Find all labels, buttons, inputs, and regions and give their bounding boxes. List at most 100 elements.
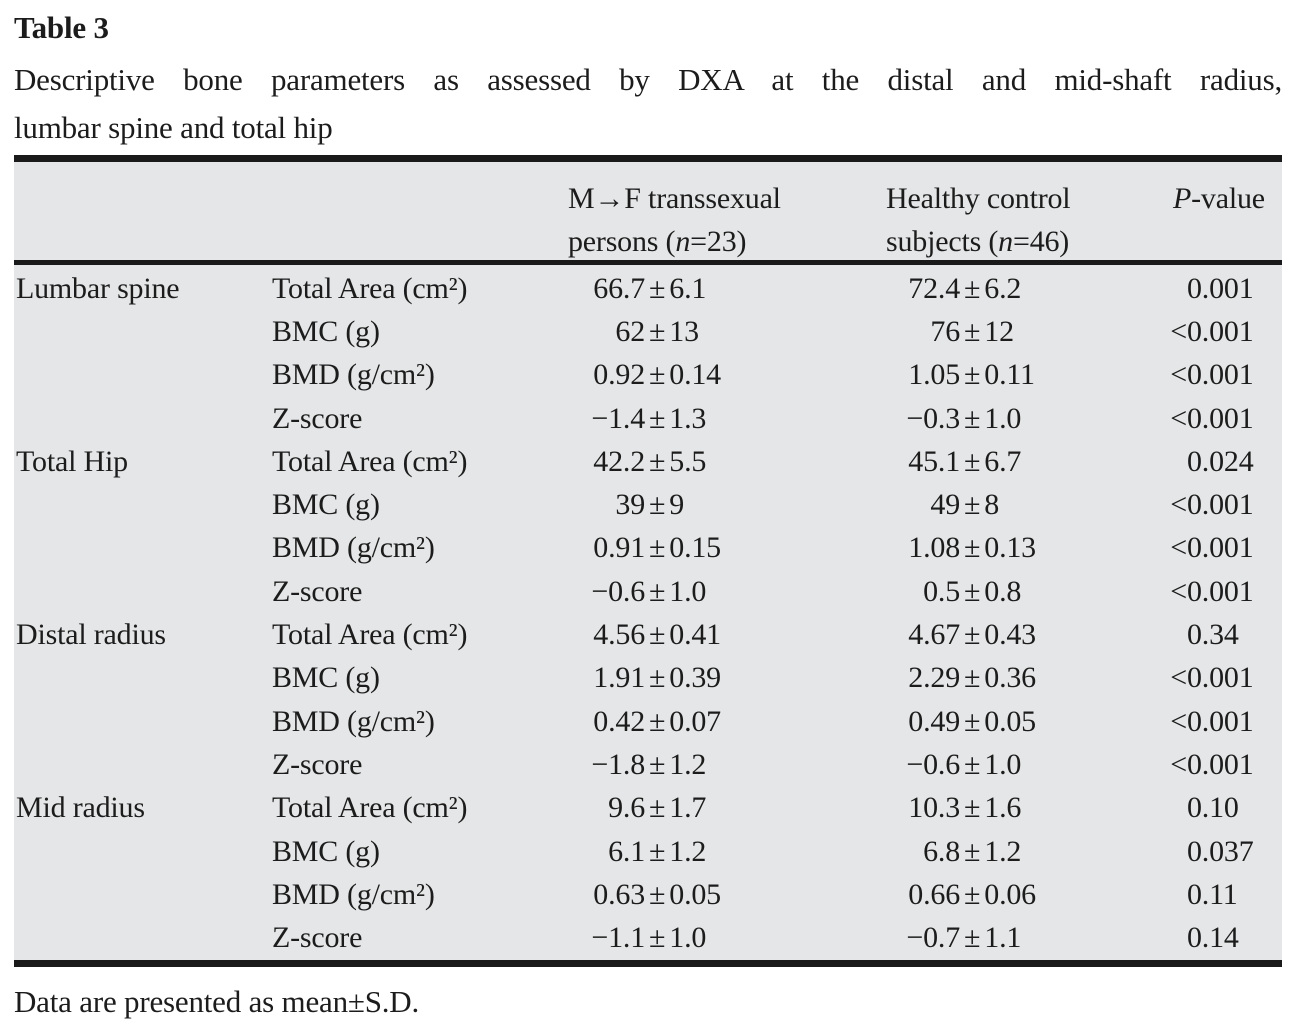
- hc-sd-value: 8: [984, 488, 1000, 522]
- p-value-cell: 0.037: [1165, 835, 1282, 869]
- hc-mean-value: 76: [930, 314, 960, 348]
- mf-value-cell: −0.6 ± 1.0: [565, 575, 880, 609]
- hc-sd-value: 12: [984, 314, 1014, 348]
- p-value-cell: 0.10: [1165, 791, 1282, 825]
- mf-mean-value: 0.63: [593, 877, 645, 911]
- caption-line-1: Descriptive bone parameters as assessed …: [14, 62, 1282, 97]
- p-value-cell: < 0.001: [1165, 531, 1282, 565]
- plus-minus-sign: ±: [649, 488, 666, 522]
- plus-minus-sign: ±: [964, 834, 981, 868]
- parameter-cell: BMD (g/cm²): [272, 531, 435, 565]
- caption-line-2: lumbar spine and total hip: [14, 110, 333, 145]
- hc-value-cell: 76 ± 12: [880, 315, 1165, 349]
- header-mf-transsexual: M→F transsexual persons (n=23): [565, 177, 880, 263]
- hc-sd-value: 0.36: [984, 661, 1036, 695]
- table-header-row: M→F transsexual persons (n=23) Healthy c…: [14, 162, 1282, 265]
- mf-sd-value: 0.15: [669, 531, 721, 565]
- italic-n: n: [675, 225, 691, 258]
- mf-sd-value: 13: [669, 314, 699, 348]
- table-row: Z-score −1.8 ± 1.2 −0.6 ± 1.0 < 0.001: [14, 743, 1282, 786]
- plus-minus-sign: ±: [649, 791, 666, 825]
- table-row: Z-score −0.6 ± 1.0 0.5 ± 0.8 < 0.001: [14, 570, 1282, 613]
- parameter-cell: Z-score: [272, 747, 363, 781]
- mf-sd-value: 1.0: [669, 574, 707, 608]
- mf-mean-value: 4.56: [593, 618, 645, 652]
- plus-minus-sign: ±: [964, 877, 981, 911]
- plus-minus-sign: ±: [964, 704, 981, 738]
- italic-p: P: [1173, 182, 1192, 215]
- site-cell: Mid radius: [16, 791, 145, 825]
- p-value-cell: < 0.001: [1165, 315, 1282, 349]
- plus-minus-sign: ±: [964, 921, 981, 955]
- mf-value-cell: −1.8 ± 1.2: [565, 748, 880, 782]
- hc-value-cell: 45.1 ± 6.7: [880, 445, 1165, 479]
- hc-value-cell: 10.3 ± 1.6: [880, 791, 1165, 825]
- hc-mean-value: −0.3: [906, 401, 960, 435]
- p-value-cell: < 0.001: [1165, 661, 1282, 695]
- mf-sd-value: 0.07: [669, 704, 721, 738]
- plus-minus-sign: ±: [649, 574, 666, 608]
- p-value-cell: 0.001: [1165, 272, 1282, 306]
- hc-value-cell: 72.4 ± 6.2: [880, 272, 1165, 306]
- table-row: BMD (g/cm²) 0.42 ± 0.07 0.49 ± 0.05 < 0.…: [14, 700, 1282, 743]
- p-number: 0.001: [1187, 661, 1254, 695]
- hc-sd-value: 1.0: [984, 401, 1022, 435]
- site-cell: Lumbar spine: [16, 271, 180, 305]
- mf-mean-value: 39: [615, 488, 645, 522]
- site-cell: Distal radius: [16, 618, 166, 652]
- parameter-cell: BMD (g/cm²): [272, 877, 435, 911]
- mf-value-cell: −1.1 ± 1.0: [565, 921, 880, 955]
- plus-minus-sign: ±: [964, 791, 981, 825]
- hc-sd-value: 0.13: [984, 531, 1036, 565]
- mf-mean-value: −1.8: [591, 747, 645, 781]
- p-number: 0.001: [1187, 358, 1254, 392]
- plus-minus-sign: ±: [649, 271, 666, 305]
- mf-value-cell: 0.91 ± 0.15: [565, 531, 880, 565]
- table-row: Mid radius Total Area (cm²) 9.6 ± 1.7 10…: [14, 787, 1282, 830]
- p-value-cell: < 0.001: [1165, 402, 1282, 436]
- mf-value-cell: 66.7 ± 6.1: [565, 272, 880, 306]
- plus-minus-sign: ±: [649, 747, 666, 781]
- parameter-cell: Z-score: [272, 574, 363, 608]
- less-than-sign: <: [1170, 661, 1187, 695]
- table-row: Lumbar spine Total Area (cm²) 66.7 ± 6.1…: [14, 265, 1282, 310]
- plus-minus-sign: ±: [649, 358, 666, 392]
- hc-mean-value: 2.29: [908, 661, 960, 695]
- mf-sd-value: 9: [669, 488, 685, 522]
- mf-value-cell: 39 ± 9: [565, 488, 880, 522]
- site-cell: Total Hip: [16, 444, 128, 478]
- table-row: BMC (g) 39 ± 9 49 ± 8 < 0.001: [14, 483, 1282, 526]
- hc-sd-value: 1.2: [984, 834, 1022, 868]
- table-row: Distal radius Total Area (cm²) 4.56 ± 0.…: [14, 613, 1282, 656]
- mf-mean-value: 62: [615, 314, 645, 348]
- plus-minus-sign: ±: [964, 574, 981, 608]
- mf-sd-value: 0.41: [669, 618, 721, 652]
- p-number: 0.001: [1187, 401, 1254, 435]
- mf-value-cell: 0.92 ± 0.14: [565, 358, 880, 392]
- p-value-cell: < 0.001: [1165, 358, 1282, 392]
- mf-sd-value: 1.7: [669, 791, 707, 825]
- header-mf-line1: M→F transsexual: [568, 182, 781, 215]
- mf-mean-value: 42.2: [593, 444, 645, 478]
- mf-value-cell: 1.91 ± 0.39: [565, 661, 880, 695]
- mf-mean-value: 9.6: [608, 791, 645, 825]
- hc-sd-value: 1.6: [984, 791, 1022, 825]
- hc-value-cell: −0.6 ± 1.0: [880, 748, 1165, 782]
- hc-sd-value: 6.2: [984, 271, 1022, 305]
- table-caption: Descriptive bone parameters as assessed …: [14, 56, 1282, 152]
- plus-minus-sign: ±: [964, 531, 981, 565]
- p-number: 0.10: [1187, 791, 1239, 825]
- mf-mean-value: 6.1: [608, 834, 645, 868]
- mf-sd-value: 0.14: [669, 358, 721, 392]
- p-number: 0.11: [1187, 877, 1238, 911]
- mf-mean-value: −0.6: [591, 574, 645, 608]
- p-number: 0.001: [1187, 314, 1254, 348]
- hc-mean-value: 4.67: [908, 618, 960, 652]
- mf-mean-value: 0.42: [593, 704, 645, 738]
- plus-minus-sign: ±: [964, 444, 981, 478]
- table-row: BMD (g/cm²) 0.63 ± 0.05 0.66 ± 0.06 0.11: [14, 873, 1282, 916]
- mf-sd-value: 1.0: [669, 921, 707, 955]
- table-row: Z-score −1.4 ± 1.3 −0.3 ± 1.0 < 0.001: [14, 397, 1282, 440]
- mf-value-cell: 4.56 ± 0.41: [565, 618, 880, 652]
- header-hc-line2: subjects (n=46): [886, 225, 1070, 258]
